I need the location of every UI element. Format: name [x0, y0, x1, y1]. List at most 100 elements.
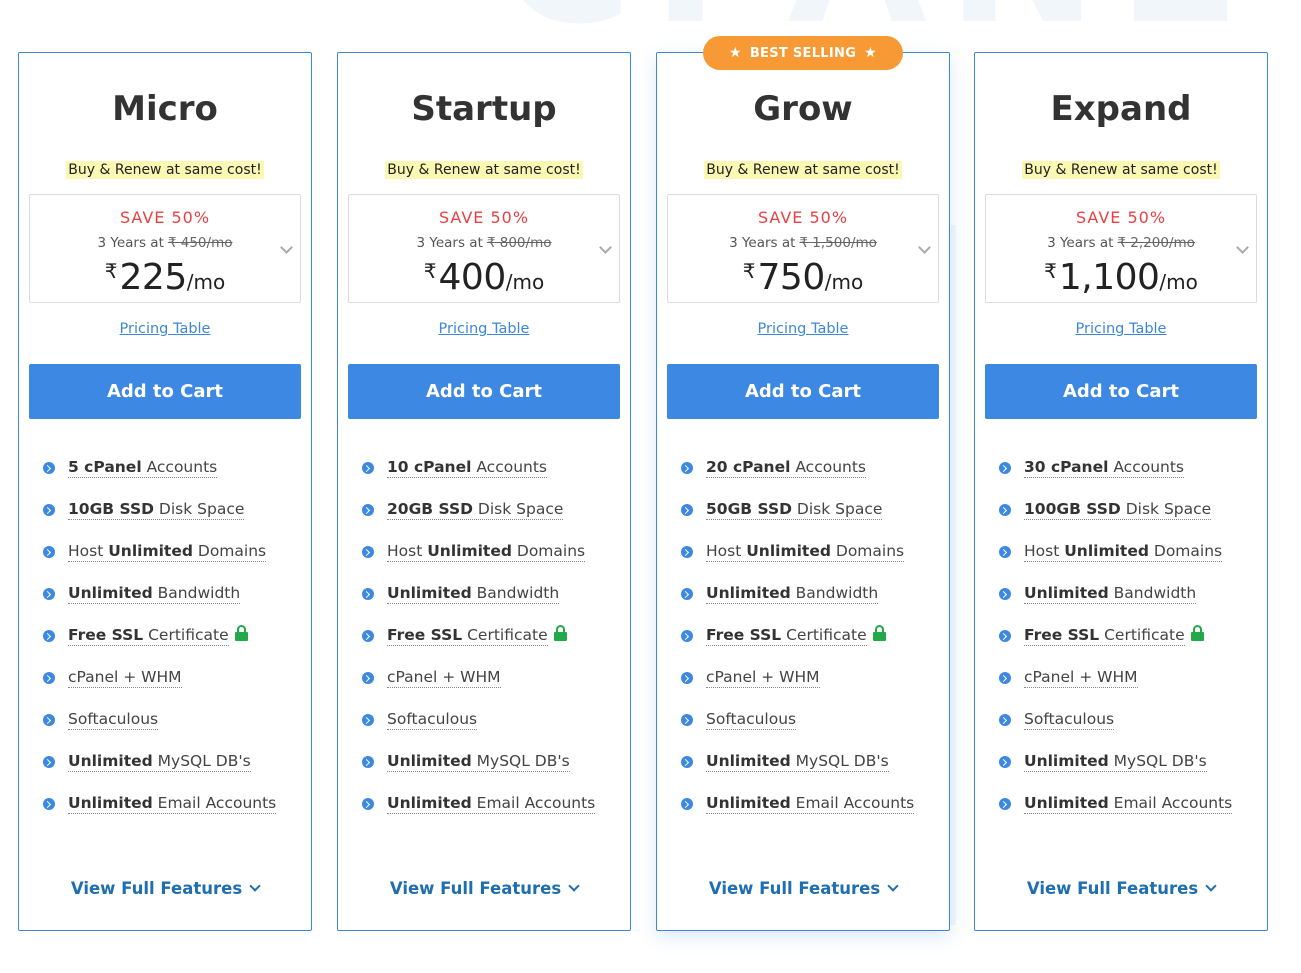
- feature-text: Unlimited Email Accounts: [387, 794, 596, 814]
- plan-name: Micro: [112, 89, 218, 129]
- currency-symbol: ₹: [104, 259, 118, 283]
- feature-text: Unlimited MySQL DB's: [1024, 752, 1207, 772]
- feature-item: cPanel + WHM: [999, 667, 1232, 709]
- feature-text: 20GB SSD Disk Space: [387, 500, 564, 520]
- pricing-table-link[interactable]: Pricing Table: [119, 321, 211, 337]
- price-period: /mo: [186, 270, 226, 294]
- feature-text: Softaculous: [706, 710, 797, 730]
- feature-text: Softaculous: [1024, 710, 1115, 730]
- price-box[interactable]: SAVE 50% 3 Years at ₹ 1,500/mo ₹750/mo: [667, 194, 939, 303]
- save-label: SAVE 50%: [438, 208, 530, 227]
- current-price: ₹1,100/mo: [986, 257, 1256, 298]
- lock-icon: [553, 625, 567, 641]
- feature-item: Host Unlimited Domains: [681, 541, 914, 583]
- feature-item: Unlimited MySQL DB's: [43, 751, 276, 793]
- feature-text: cPanel + WHM: [68, 668, 182, 688]
- arrow-circle-icon: [681, 756, 693, 768]
- feature-text: 20 cPanel Accounts: [706, 458, 867, 478]
- price-box[interactable]: SAVE 50% 3 Years at ₹ 2,200/mo ₹1,100/mo: [985, 194, 1257, 303]
- feature-item: Softaculous: [362, 709, 595, 751]
- arrow-circle-icon: [362, 462, 374, 474]
- original-price: ₹ 1,500/mo: [799, 235, 877, 251]
- arrow-circle-icon: [999, 798, 1011, 810]
- feature-item: Unlimited Bandwidth: [999, 583, 1232, 625]
- feature-item: 20 cPanel Accounts: [681, 457, 914, 499]
- feature-text: 50GB SSD Disk Space: [706, 500, 883, 520]
- view-full-features-link[interactable]: View Full Features: [338, 879, 630, 898]
- add-to-cart-button[interactable]: Add to Cart: [985, 364, 1257, 419]
- feature-list: 30 cPanel Accounts 100GB SSD Disk Space Ho…: [999, 457, 1233, 835]
- term-line: 3 Years at ₹ 1,500/mo: [729, 235, 877, 251]
- feature-text: 5 cPanel Accounts: [68, 458, 218, 478]
- chevron-down-icon: [1205, 880, 1217, 892]
- feature-item: cPanel + WHM: [43, 667, 276, 709]
- renew-note: Buy & Renew at same cost!: [1022, 161, 1220, 179]
- feature-item: Unlimited Email Accounts: [43, 793, 277, 835]
- feature-item: 20GB SSD Disk Space: [362, 499, 595, 541]
- feature-item: Free SSL Certificate: [681, 625, 914, 667]
- original-price: ₹ 2,200/mo: [1117, 235, 1195, 251]
- plan-name: Grow: [753, 89, 853, 129]
- arrow-circle-icon: [362, 546, 374, 558]
- arrow-circle-icon: [362, 588, 374, 600]
- price-amount: 225: [119, 257, 188, 298]
- star-icon: ★: [728, 45, 742, 61]
- arrow-circle-icon: [43, 798, 55, 810]
- view-full-features-link[interactable]: View Full Features: [975, 879, 1267, 898]
- feature-item: Unlimited MySQL DB's: [999, 751, 1232, 793]
- price-period: /mo: [505, 270, 545, 294]
- feature-item: Host Unlimited Domains: [43, 541, 276, 583]
- feature-text: cPanel + WHM: [706, 668, 820, 688]
- add-to-cart-button[interactable]: Add to Cart: [348, 364, 620, 419]
- pricing-table-link[interactable]: Pricing Table: [757, 321, 849, 337]
- arrow-circle-icon: [43, 714, 55, 726]
- pricing-table-link[interactable]: Pricing Table: [438, 321, 530, 337]
- save-label: SAVE 50%: [1075, 208, 1167, 227]
- feature-item: Unlimited Bandwidth: [362, 583, 595, 625]
- price-box[interactable]: SAVE 50% 3 Years at ₹ 450/mo ₹225/mo: [29, 194, 301, 303]
- view-full-features-link[interactable]: View Full Features: [657, 879, 949, 898]
- add-to-cart-button[interactable]: Add to Cart: [29, 364, 301, 419]
- arrow-circle-icon: [43, 546, 55, 558]
- feature-item: Unlimited Bandwidth: [681, 583, 914, 625]
- arrow-circle-icon: [999, 588, 1011, 600]
- arrow-circle-icon: [43, 462, 55, 474]
- arrow-circle-icon: [681, 630, 693, 642]
- current-price: ₹750/mo: [668, 257, 938, 298]
- plan-card-grow: ★ BEST SELLING ★ Grow Buy & Renew at same …: [656, 36, 950, 931]
- feature-list: 20 cPanel Accounts 50GB SSD Disk Space Hos…: [681, 457, 915, 835]
- pricing-table-link[interactable]: Pricing Table: [1075, 321, 1167, 337]
- arrow-circle-icon: [362, 672, 374, 684]
- feature-text: 10 cPanel Accounts: [387, 458, 548, 478]
- feature-item: Softaculous: [999, 709, 1232, 751]
- lock-icon: [234, 625, 248, 641]
- star-icon: ★: [864, 45, 878, 61]
- feature-text: Free SSL Certificate: [1024, 626, 1185, 646]
- arrow-circle-icon: [681, 798, 693, 810]
- arrow-circle-icon: [362, 630, 374, 642]
- feature-item: Free SSL Certificate: [362, 625, 595, 667]
- arrow-circle-icon: [43, 756, 55, 768]
- price-period: /mo: [824, 270, 864, 294]
- feature-text: Unlimited Email Accounts: [68, 794, 277, 814]
- feature-text: Unlimited MySQL DB's: [706, 752, 889, 772]
- feature-item: Host Unlimited Domains: [362, 541, 595, 583]
- pricing-plans: Micro Buy & Renew at same cost! SAVE 50%…: [18, 36, 1268, 931]
- current-price: ₹400/mo: [349, 257, 619, 298]
- feature-item: 5 cPanel Accounts: [43, 457, 276, 499]
- arrow-circle-icon: [681, 714, 693, 726]
- original-price: ₹ 800/mo: [486, 235, 552, 251]
- feature-text: Softaculous: [68, 710, 159, 730]
- add-to-cart-button[interactable]: Add to Cart: [667, 364, 939, 419]
- feature-item: Unlimited Email Accounts: [999, 793, 1233, 835]
- arrow-circle-icon: [43, 504, 55, 516]
- background-watermark: CPANEL: [500, 0, 1260, 30]
- view-full-features-link[interactable]: View Full Features: [19, 879, 311, 898]
- feature-item: cPanel + WHM: [681, 667, 914, 709]
- feature-text: Free SSL Certificate: [706, 626, 867, 646]
- arrow-circle-icon: [999, 714, 1011, 726]
- feature-text: Unlimited Bandwidth: [706, 584, 879, 604]
- price-box[interactable]: SAVE 50% 3 Years at ₹ 800/mo ₹400/mo: [348, 194, 620, 303]
- original-price: ₹ 450/mo: [167, 235, 233, 251]
- feature-text: Free SSL Certificate: [68, 626, 229, 646]
